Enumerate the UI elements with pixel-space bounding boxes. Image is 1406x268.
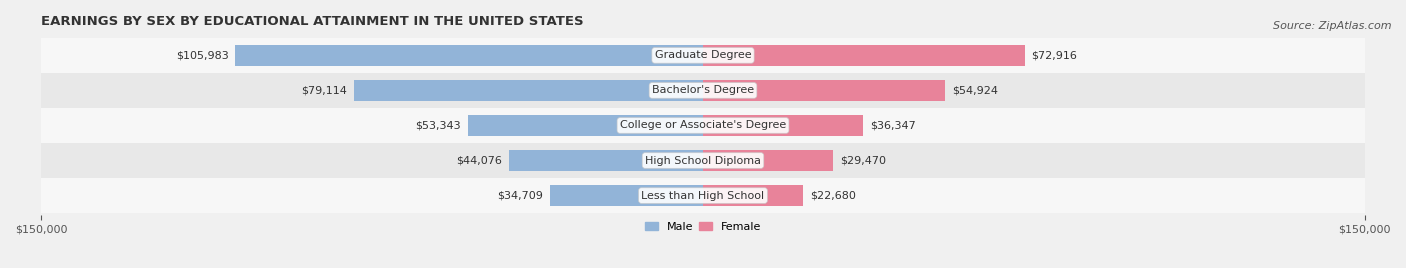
Text: $29,470: $29,470	[839, 155, 886, 166]
Bar	[41, 143, 1365, 178]
Text: $34,709: $34,709	[498, 191, 543, 200]
Bar	[703, 44, 1025, 66]
Bar	[354, 80, 703, 101]
Bar	[550, 185, 703, 206]
Text: Bachelor's Degree: Bachelor's Degree	[652, 85, 754, 95]
Text: $53,343: $53,343	[415, 121, 461, 131]
Text: $72,916: $72,916	[1031, 50, 1077, 60]
Text: $79,114: $79,114	[301, 85, 347, 95]
Text: Graduate Degree: Graduate Degree	[655, 50, 751, 60]
Bar	[703, 80, 945, 101]
Text: $36,347: $36,347	[870, 121, 915, 131]
Text: Source: ZipAtlas.com: Source: ZipAtlas.com	[1274, 21, 1392, 31]
Bar	[235, 44, 703, 66]
Bar	[41, 38, 1365, 73]
Bar	[703, 150, 832, 171]
Text: $44,076: $44,076	[456, 155, 502, 166]
Legend: Male, Female: Male, Female	[640, 217, 766, 236]
Bar	[509, 150, 703, 171]
Text: $54,924: $54,924	[952, 85, 998, 95]
Text: $105,983: $105,983	[176, 50, 229, 60]
Bar	[703, 115, 863, 136]
Text: $22,680: $22,680	[810, 191, 855, 200]
Bar	[468, 115, 703, 136]
Text: College or Associate's Degree: College or Associate's Degree	[620, 121, 786, 131]
Text: High School Diploma: High School Diploma	[645, 155, 761, 166]
Bar	[41, 108, 1365, 143]
Bar	[703, 185, 803, 206]
Bar	[41, 178, 1365, 213]
Bar	[41, 73, 1365, 108]
Text: EARNINGS BY SEX BY EDUCATIONAL ATTAINMENT IN THE UNITED STATES: EARNINGS BY SEX BY EDUCATIONAL ATTAINMEN…	[41, 15, 583, 28]
Text: Less than High School: Less than High School	[641, 191, 765, 200]
